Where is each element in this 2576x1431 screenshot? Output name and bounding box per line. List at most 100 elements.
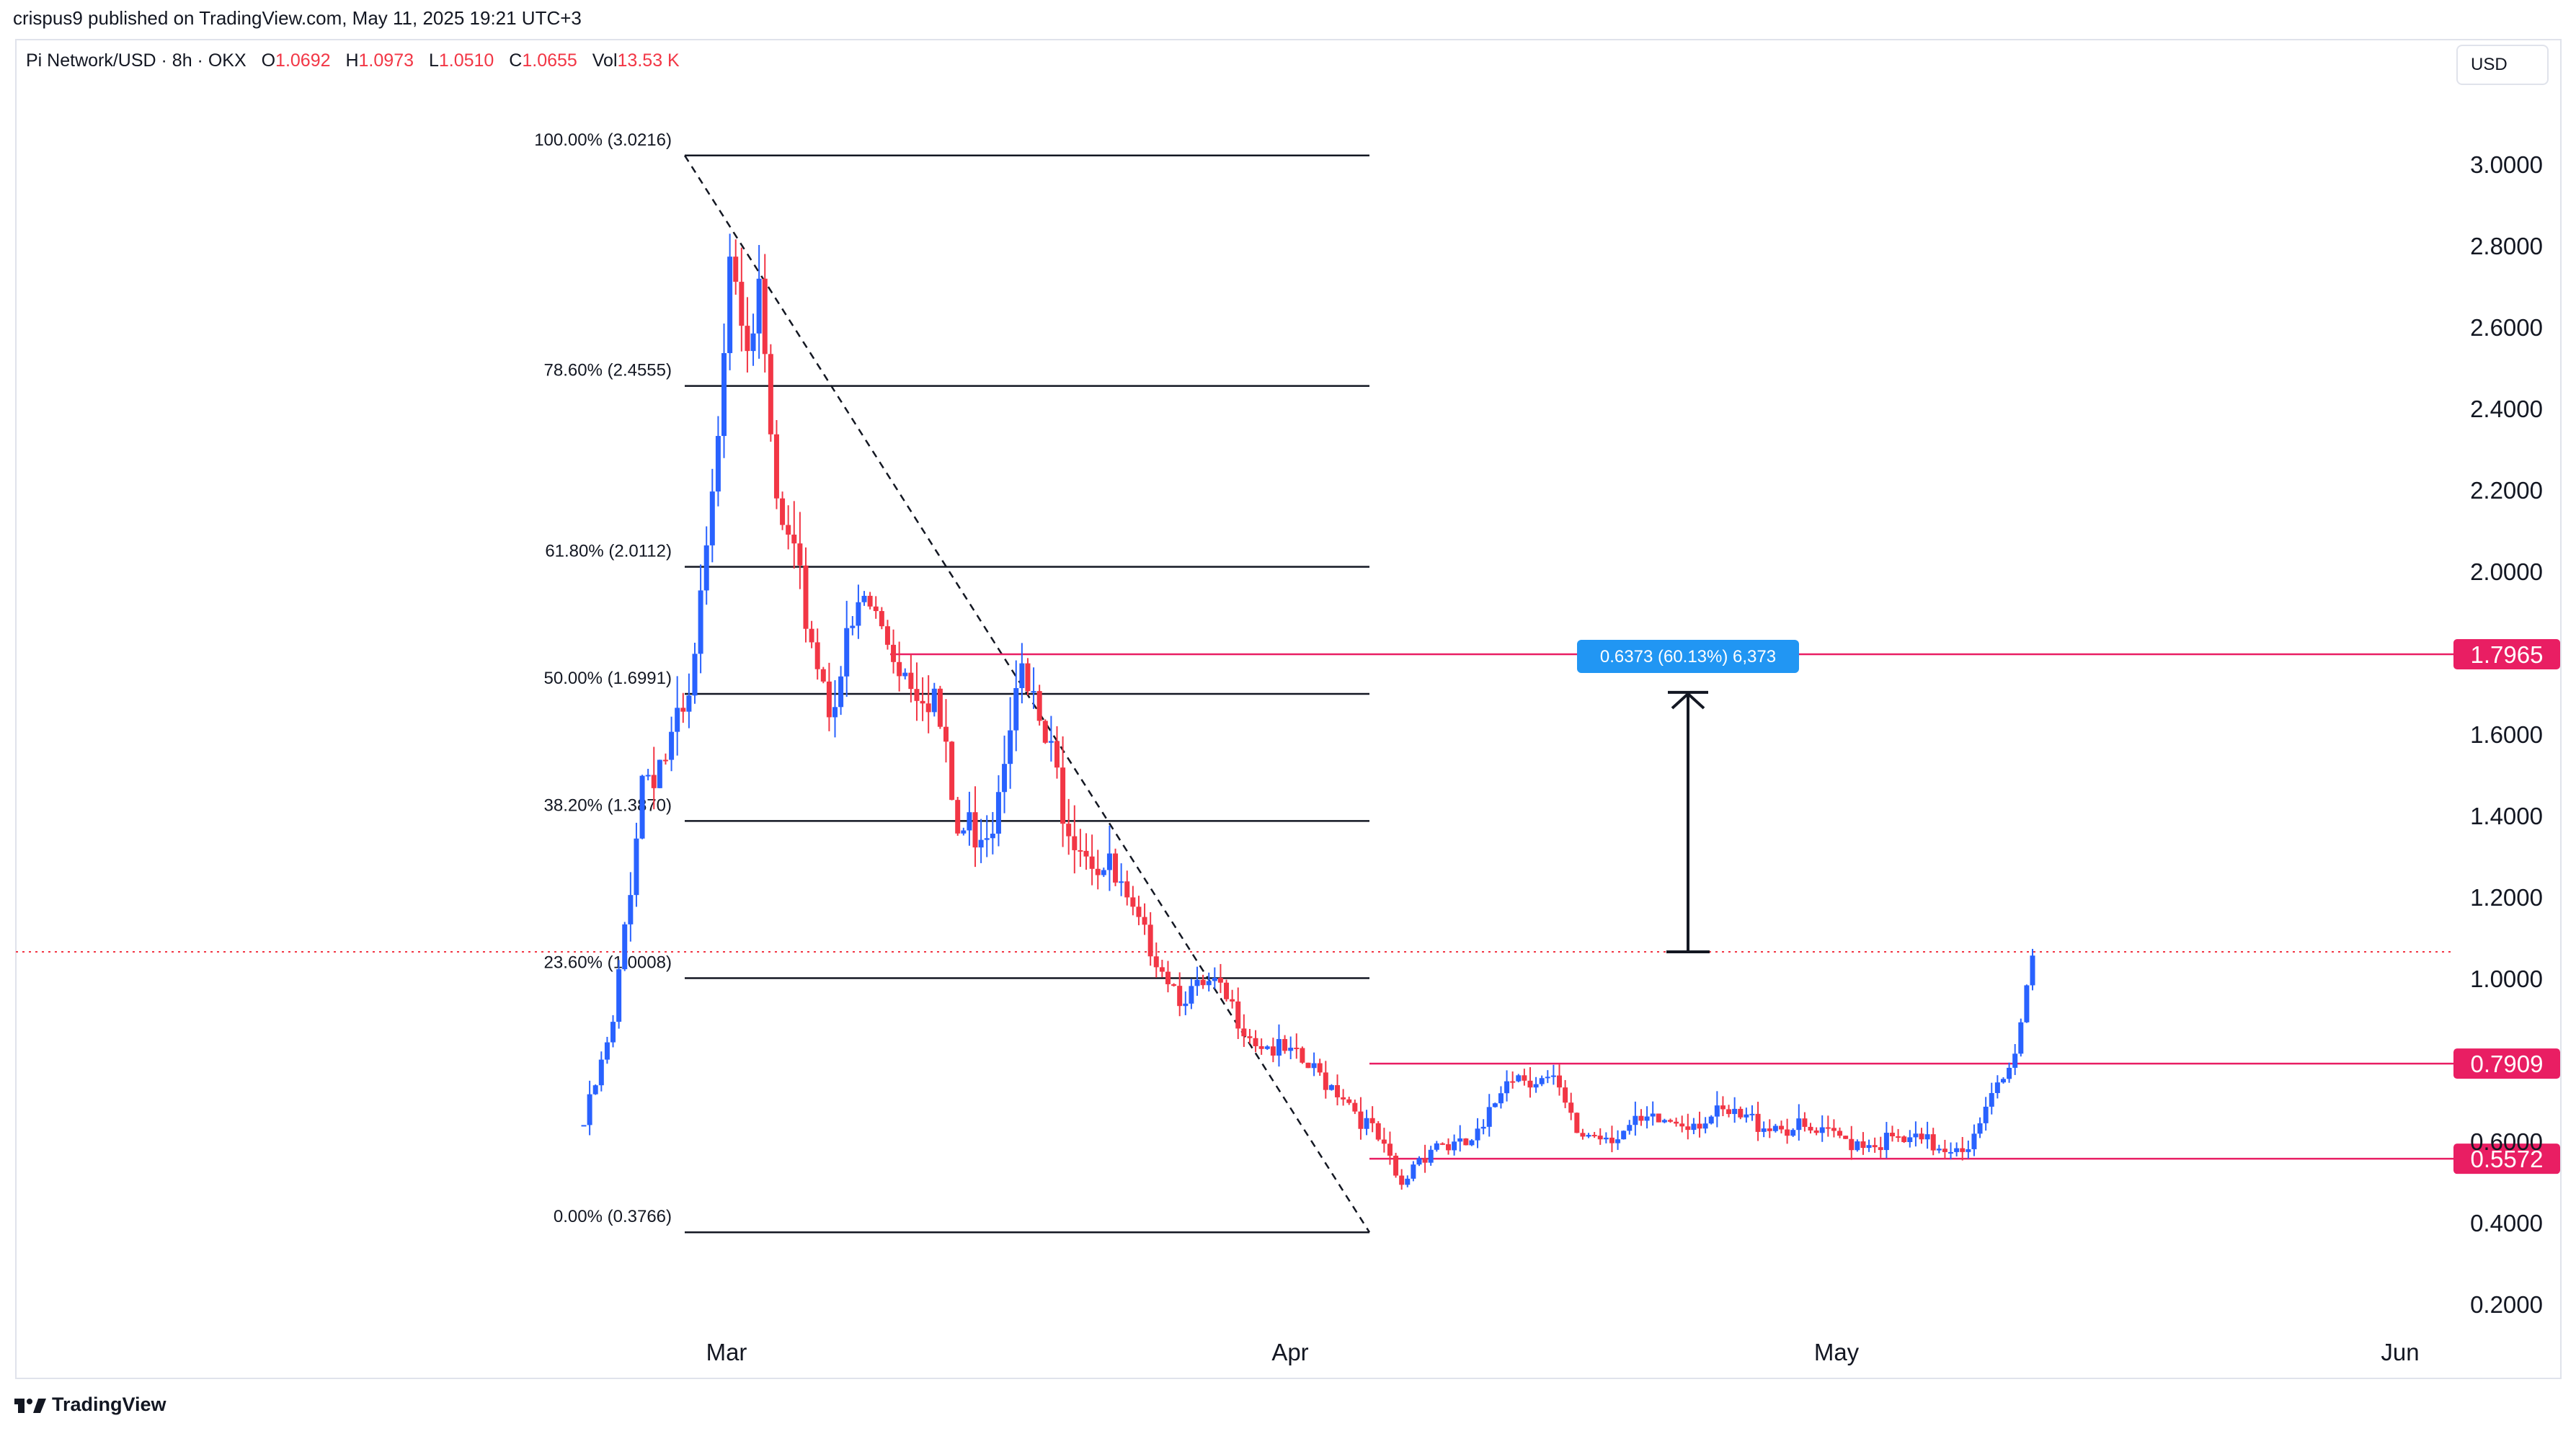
candle-body [1656, 1113, 1661, 1123]
fib-level-label: 0.00% (0.3766) [554, 1207, 672, 1226]
candle-body [984, 838, 990, 840]
candle-body [1761, 1128, 1767, 1132]
candle-body [1428, 1149, 1434, 1163]
candle-body [1177, 986, 1183, 1007]
candle-body [1878, 1147, 1883, 1151]
candle-body [1036, 691, 1042, 721]
candle-body [1749, 1113, 1755, 1115]
candle-body [1294, 1048, 1300, 1050]
candle-body [1288, 1048, 1294, 1051]
candle-body [838, 676, 844, 708]
symbol-name[interactable]: Pi Network/USD · 8h · OKX [26, 50, 247, 71]
currency-button[interactable]: USD [2456, 45, 2549, 85]
candle-body [645, 775, 651, 777]
price-levels[interactable]: 1.7965 0.7909 0.5572 [890, 638, 2560, 1174]
fibonacci-retracement[interactable]: 100.00% (3.0216) 78.60% (2.4555) 61.80% (2… [534, 130, 1369, 1234]
candle-body [1819, 1127, 1825, 1133]
candle-body [634, 838, 639, 896]
chart-panel[interactable] [15, 39, 2562, 1379]
candle-body [1323, 1072, 1328, 1090]
candle-body [639, 775, 645, 839]
candle-body [867, 595, 873, 607]
candle-body [1469, 1140, 1475, 1146]
candle-body [692, 654, 698, 696]
candle-body [990, 834, 995, 839]
candle-body [967, 812, 972, 831]
candle-body [1230, 999, 1235, 1002]
y-tick-label: 2.8000 [2470, 233, 2543, 259]
candle-body [1778, 1125, 1784, 1130]
candle-body [861, 595, 867, 602]
candle-body [891, 644, 897, 662]
candle-body [1387, 1144, 1393, 1156]
candle-body [1872, 1145, 1878, 1148]
candle-body [786, 525, 791, 535]
candle-body [1165, 971, 1171, 984]
time-axis[interactable]: Mar Apr May Jun [706, 1339, 2420, 1365]
y-tick-label: 1.6000 [2470, 721, 2543, 748]
high-value: 1.0973 [358, 50, 414, 71]
candle-body [703, 545, 709, 591]
candle-body [1159, 967, 1165, 972]
candle-body [1527, 1080, 1533, 1088]
candle-body [1189, 986, 1194, 1004]
candle-body [1247, 1036, 1253, 1038]
candle-body [1224, 982, 1230, 999]
candle-body [657, 759, 662, 788]
high-label: H [345, 50, 359, 71]
candle-body [1434, 1143, 1439, 1150]
tradingview-logo[interactable]: TradingView [14, 1394, 166, 1416]
candle-body [686, 695, 692, 712]
candle-body [1113, 853, 1119, 883]
candle-body [1019, 663, 1025, 688]
price-axis[interactable]: 0.2000 0.4000 0.6000 1.0000 1.2000 1.4000 1.60… [2470, 151, 2543, 1318]
candle-body [1504, 1081, 1510, 1094]
candle-body [1674, 1121, 1679, 1124]
candle-body [914, 689, 920, 701]
candle-body [1212, 978, 1217, 981]
candle-body [1550, 1075, 1556, 1077]
candle-body [2007, 1067, 2012, 1079]
candle-body [1317, 1063, 1323, 1073]
candle-body [1638, 1115, 1644, 1121]
candle-body [1580, 1133, 1586, 1137]
candle-body [1124, 881, 1130, 898]
candle-body [1060, 767, 1066, 824]
candle-body [1393, 1155, 1399, 1176]
candle-body [1977, 1123, 1983, 1134]
candle-body [773, 434, 779, 499]
candle-body [1591, 1135, 1597, 1137]
candle-body [1089, 856, 1095, 869]
candle-body [1954, 1148, 1960, 1152]
candle-body [995, 792, 1001, 834]
candle-body [1200, 979, 1206, 986]
price-level-label: 0.7909 [2471, 1051, 2544, 1077]
candle-body [1772, 1125, 1778, 1131]
candle-body [1843, 1136, 1849, 1139]
candle-body [1341, 1097, 1346, 1100]
candle-body [1147, 924, 1153, 957]
tradingview-brand: TradingView [52, 1394, 166, 1415]
low-label: L [428, 50, 439, 71]
candle-body [1078, 850, 1083, 852]
candle-body [1101, 870, 1106, 875]
candle-body [1475, 1128, 1480, 1141]
candle-body [1399, 1175, 1405, 1185]
candle-body [762, 278, 768, 355]
candle-body [1989, 1092, 1994, 1107]
candle-body [1650, 1113, 1656, 1117]
candle-body [721, 353, 727, 437]
candle-body [1930, 1134, 1936, 1151]
candle-body [797, 543, 803, 566]
candle-body [1013, 687, 1019, 731]
price-range-measure[interactable]: 0.6373 (60.13%) 6,373 [1577, 639, 1799, 953]
candle-body [1627, 1125, 1633, 1131]
candle-body [1661, 1120, 1667, 1123]
candle-body [1702, 1123, 1708, 1129]
published-caption: crispus9 published on TradingView.com, M… [13, 7, 582, 29]
candles [581, 233, 2035, 1190]
candle-body [1276, 1039, 1282, 1056]
candle-body [1615, 1139, 1621, 1144]
candle-body [1574, 1113, 1580, 1133]
